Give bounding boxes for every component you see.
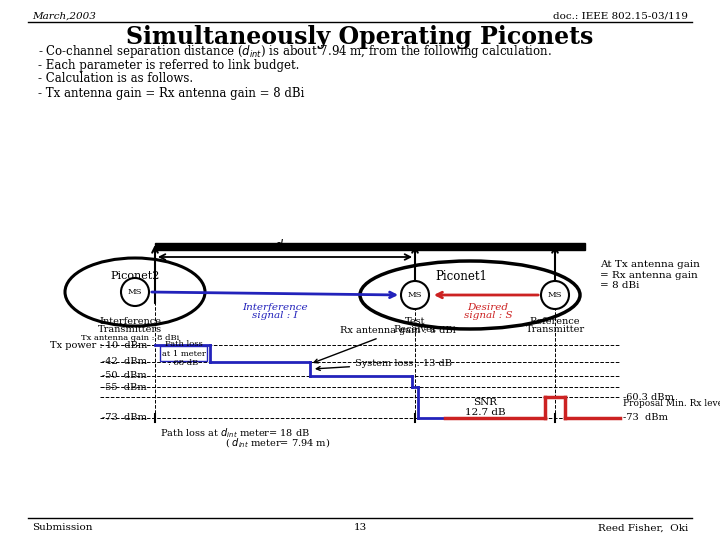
- Text: 13: 13: [354, 523, 366, 532]
- Text: At Tx antenna gain
= Rx antenna gain
= 8 dBi: At Tx antenna gain = Rx antenna gain = 8…: [600, 260, 700, 290]
- Text: Reed Fisher,  Oki: Reed Fisher, Oki: [598, 523, 688, 532]
- Text: Path loss
at 1 meter
: 68 dB: Path loss at 1 meter : 68 dB: [161, 340, 205, 367]
- Text: - Calculation is as follows.: - Calculation is as follows.: [38, 72, 193, 85]
- Text: signal : I: signal : I: [252, 311, 298, 320]
- Text: Receiver: Receiver: [393, 325, 437, 334]
- Circle shape: [541, 281, 569, 309]
- Text: MS: MS: [127, 288, 143, 296]
- Text: Tx power : 10  dBm: Tx power : 10 dBm: [50, 341, 147, 349]
- Text: Piconet1: Piconet1: [435, 269, 487, 282]
- Text: ( $d_{int}$ meter= 7.94 m): ( $d_{int}$ meter= 7.94 m): [225, 436, 330, 450]
- Text: Desired: Desired: [467, 303, 508, 312]
- Circle shape: [401, 281, 429, 309]
- Text: Piconet2: Piconet2: [110, 271, 159, 281]
- Text: doc.: IEEE 802.15-03/119: doc.: IEEE 802.15-03/119: [553, 11, 688, 21]
- Text: Interference: Interference: [242, 303, 308, 312]
- Text: MS: MS: [408, 291, 422, 299]
- Text: -73  dBm: -73 dBm: [623, 414, 668, 422]
- Text: System loss : 13 dB: System loss : 13 dB: [316, 359, 452, 370]
- Text: signal : S: signal : S: [464, 311, 513, 320]
- Text: Test: Test: [405, 317, 426, 326]
- Text: Submission: Submission: [32, 523, 92, 532]
- Text: -50  dBm: -50 dBm: [102, 372, 147, 381]
- Text: Tx antenna gain : 8 dBi: Tx antenna gain : 8 dBi: [81, 334, 179, 342]
- Text: -55  dBm: -55 dBm: [102, 382, 147, 392]
- Text: Proposal Min. Rx level:-66.3 dBm: Proposal Min. Rx level:-66.3 dBm: [623, 400, 720, 408]
- Text: Transmitters: Transmitters: [98, 325, 162, 334]
- Text: -73  dBm: -73 dBm: [102, 414, 147, 422]
- Text: Path loss at $d_{int}$ meter= 18 dB: Path loss at $d_{int}$ meter= 18 dB: [160, 426, 310, 440]
- Text: -42  dBm: -42 dBm: [102, 357, 147, 367]
- Text: SNR
12.7 dB: SNR 12.7 dB: [464, 398, 505, 417]
- Text: Interference: Interference: [99, 317, 161, 326]
- Text: March,2003: March,2003: [32, 11, 96, 21]
- Bar: [160, 346, 207, 361]
- Text: Rx antenna gain : 8 dBi: Rx antenna gain : 8 dBi: [314, 326, 456, 363]
- Text: MS: MS: [548, 291, 562, 299]
- Text: Simultaneously Operating Piconets: Simultaneously Operating Piconets: [126, 25, 594, 49]
- Text: - Co-channel separation distance ($d_{int}$) is about 7.94 m, from the following: - Co-channel separation distance ($d_{in…: [38, 44, 552, 60]
- Text: -60.3 dBm: -60.3 dBm: [623, 393, 674, 402]
- Text: - Each parameter is referred to link budget.: - Each parameter is referred to link bud…: [38, 59, 300, 72]
- Text: - Tx antenna gain = Rx antenna gain = 8 dBi: - Tx antenna gain = Rx antenna gain = 8 …: [38, 86, 305, 99]
- Text: Reference: Reference: [530, 317, 580, 326]
- Bar: [155, 243, 585, 250]
- Text: Transmitter: Transmitter: [526, 325, 585, 334]
- Text: $d_{int}$: $d_{int}$: [274, 238, 296, 254]
- Circle shape: [121, 278, 149, 306]
